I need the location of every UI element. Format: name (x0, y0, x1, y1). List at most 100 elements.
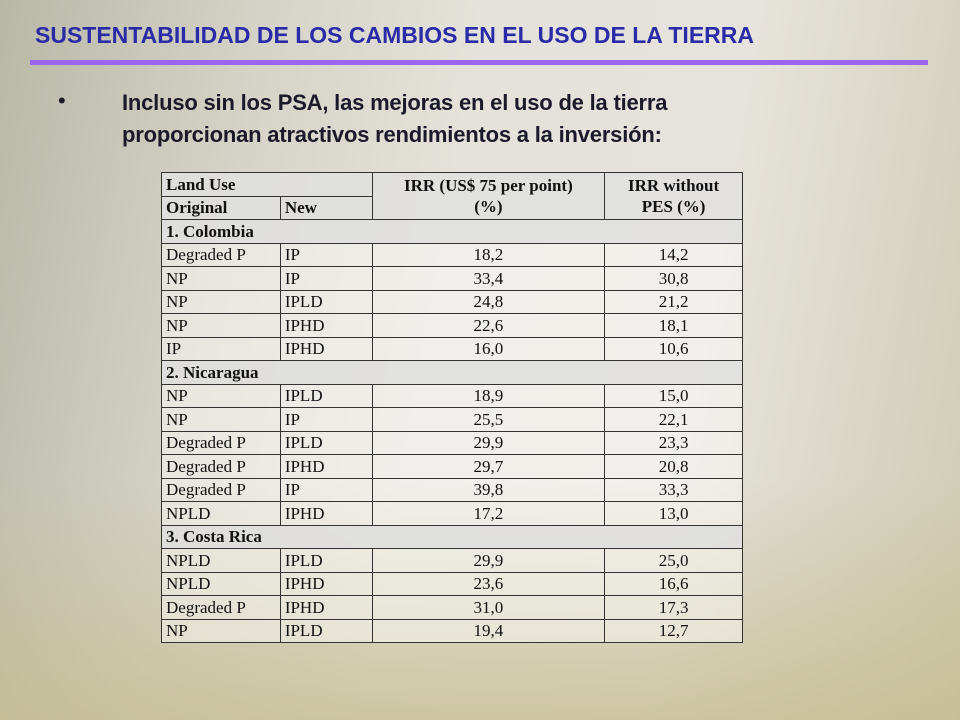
table-row: Degraded P IP 18,2 14,2 (161, 242, 743, 267)
table-cell: IPHD (279, 501, 373, 526)
header-line: IRR without (628, 176, 720, 195)
table-cell: NP (161, 383, 281, 408)
table-cell: 16,6 (604, 571, 743, 596)
table-cell: NP (161, 407, 281, 432)
table-cell: 17,2 (371, 501, 606, 526)
table-cell: Original (161, 195, 281, 220)
table-cell: IP (279, 477, 373, 502)
table-cell: 18,9 (371, 383, 606, 408)
title-rule (30, 60, 928, 65)
table-row: Degraded P IPHD 31,0 17,3 (161, 595, 743, 620)
table-cell: 12,7 (604, 618, 743, 643)
table-cell: IPHD (279, 336, 373, 361)
table-cell: IP (279, 242, 373, 267)
table-cell: 33,4 (371, 266, 606, 291)
bullet-text: Incluso sin los PSA, las mejoras en el u… (122, 90, 668, 115)
table-cell: NPLD (161, 571, 281, 596)
table-cell: 25,5 (371, 407, 606, 432)
table-cell: NPLD (161, 548, 281, 573)
table-cell: 14,2 (604, 242, 743, 267)
table-cell: 18,1 (604, 313, 743, 338)
header-line: PES (%) (641, 197, 706, 216)
table-cell: 31,0 (371, 595, 606, 620)
table-row: 1. Colombia (161, 219, 743, 244)
table-body: Land Use IRR (US$ 75 per point) (%) IRR wit… (161, 172, 743, 643)
table-cell: IP (161, 336, 281, 361)
table-row: NP IPLD 19,4 12,7 (161, 618, 743, 643)
table-row: 2. Nicaragua (161, 360, 743, 385)
table-cell: 22,6 (371, 313, 606, 338)
table-cell: 16,0 (371, 336, 606, 361)
table-row: Degraded P IPLD 29,9 23,3 (161, 430, 743, 455)
table-cell: IRR (US$ 75 per point) (%) (371, 172, 606, 220)
table-cell: IPLD (279, 430, 373, 455)
table-row: NP IPHD 22,6 18,1 (161, 313, 743, 338)
table-cell: 30,8 (604, 266, 743, 291)
table-cell: 3. Costa Rica (161, 524, 743, 549)
table-cell: 1. Colombia (161, 219, 743, 244)
table-cell: IPLD (279, 618, 373, 643)
table-cell: 24,8 (371, 289, 606, 314)
header-line: (%) (474, 197, 503, 216)
table-cell: 33,3 (604, 477, 743, 502)
table-cell: IP (279, 266, 373, 291)
table-cell: 13,0 (604, 501, 743, 526)
table-cell: 29,7 (371, 454, 606, 479)
table-cell: 21,2 (604, 289, 743, 314)
table-cell: NPLD (161, 501, 281, 526)
table-cell: 23,6 (371, 571, 606, 596)
table-cell: 15,0 (604, 383, 743, 408)
table-cell: 29,9 (371, 430, 606, 455)
table-row: NP IPLD 18,9 15,0 (161, 383, 743, 408)
table: Land Use IRR (US$ 75 per point) (%) IRR wit… (161, 172, 743, 643)
table-row: NPLD IPHD 17,2 13,0 (161, 501, 743, 526)
table-cell: 25,0 (604, 548, 743, 573)
header-line: IRR (US$ 75 per point) (403, 176, 573, 195)
table-cell: NP (161, 618, 281, 643)
table-cell: Degraded P (161, 454, 281, 479)
table-row: Degraded P IPHD 29,7 20,8 (161, 454, 743, 479)
table-cell: IPHD (279, 595, 373, 620)
table-row: NPLD IPHD 23,6 16,6 (161, 571, 743, 596)
table-cell: 39,8 (371, 477, 606, 502)
table-cell: 23,3 (604, 430, 743, 455)
table-cell: Land Use (161, 172, 373, 197)
table-cell: IPHD (279, 454, 373, 479)
table-row: 3. Costa Rica (161, 524, 743, 549)
table-cell: IPLD (279, 383, 373, 408)
table-cell: IPHD (279, 571, 373, 596)
table-cell: IP (279, 407, 373, 432)
table-cell: NP (161, 289, 281, 314)
table-cell: 19,4 (371, 618, 606, 643)
table-row: Land Use IRR (US$ 75 per point) (%) IRR wit… (161, 172, 743, 220)
table-row: NP IP 25,5 22,1 (161, 407, 743, 432)
table-cell: 22,1 (604, 407, 743, 432)
table-row: NP IP 33,4 30,8 (161, 266, 743, 291)
bullet: • (58, 88, 66, 113)
table-cell: IPLD (279, 289, 373, 314)
table-row: NPLD IPLD 29,9 25,0 (161, 548, 743, 573)
table-cell: 10,6 (604, 336, 743, 361)
table-row: NP IPLD 24,8 21,2 (161, 289, 743, 314)
table-cell: IRR without PES (%) (604, 172, 743, 220)
table-row: IP IPHD 16,0 10,6 (161, 336, 743, 361)
table-cell: 18,2 (371, 242, 606, 267)
title: SUSTENTABILIDAD DE LOS CAMBIOS EN EL USO… (35, 22, 754, 48)
table-cell: IPLD (279, 548, 373, 573)
table-row: Degraded P IP 39,8 33,3 (161, 477, 743, 502)
table-cell: 29,9 (371, 548, 606, 573)
table-cell: 2. Nicaragua (161, 360, 743, 385)
bullet-text: proporcionan atractivos rendimientos a l… (122, 122, 662, 147)
table-cell: 20,8 (604, 454, 743, 479)
table-cell: NP (161, 313, 281, 338)
table-cell: Degraded P (161, 595, 281, 620)
table-cell: Degraded P (161, 477, 281, 502)
table-row: Original New (161, 195, 743, 220)
table-cell: Degraded P (161, 242, 281, 267)
table-cell: 17,3 (604, 595, 743, 620)
table-cell: Degraded P (161, 430, 281, 455)
table-cell: IPHD (279, 313, 373, 338)
table-cell: New (279, 195, 373, 220)
table-cell: NP (161, 266, 281, 291)
